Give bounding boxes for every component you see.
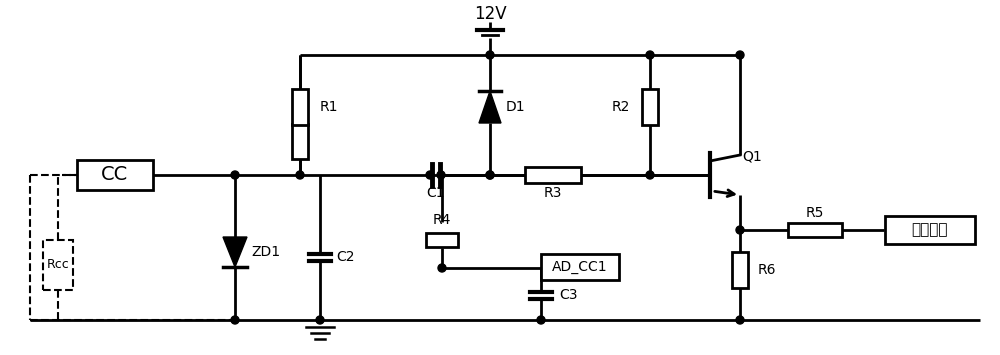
Bar bbox=[732, 252, 748, 288]
Circle shape bbox=[736, 51, 744, 59]
Circle shape bbox=[438, 264, 446, 272]
Circle shape bbox=[231, 316, 239, 324]
Circle shape bbox=[486, 51, 494, 59]
Circle shape bbox=[486, 171, 494, 179]
Text: C3: C3 bbox=[559, 288, 578, 302]
Bar bbox=[788, 223, 842, 237]
Bar bbox=[43, 240, 73, 290]
Text: R2: R2 bbox=[612, 100, 630, 114]
Text: R1: R1 bbox=[320, 100, 338, 114]
Text: D1: D1 bbox=[506, 100, 526, 114]
Bar bbox=[426, 233, 458, 247]
Polygon shape bbox=[479, 91, 501, 123]
Text: 唤醒信号: 唤醒信号 bbox=[912, 223, 948, 237]
Text: 12V: 12V bbox=[474, 5, 506, 23]
Text: C2: C2 bbox=[336, 250, 354, 264]
Text: R3: R3 bbox=[544, 186, 562, 200]
Circle shape bbox=[646, 51, 654, 59]
Text: C1: C1 bbox=[427, 186, 445, 200]
Bar bbox=[541, 254, 619, 280]
Circle shape bbox=[736, 226, 744, 234]
Polygon shape bbox=[223, 237, 247, 267]
Circle shape bbox=[646, 171, 654, 179]
Text: CC: CC bbox=[101, 165, 129, 185]
Circle shape bbox=[231, 171, 239, 179]
Circle shape bbox=[426, 171, 434, 179]
Text: Rcc: Rcc bbox=[47, 258, 69, 272]
Circle shape bbox=[316, 316, 324, 324]
Circle shape bbox=[537, 316, 545, 324]
Bar bbox=[885, 216, 975, 244]
Bar bbox=[525, 167, 581, 183]
Circle shape bbox=[437, 171, 445, 179]
Text: AD_CC1: AD_CC1 bbox=[552, 260, 608, 274]
Text: Q1: Q1 bbox=[742, 150, 762, 164]
Text: ZD1: ZD1 bbox=[251, 245, 280, 259]
Circle shape bbox=[486, 171, 494, 179]
Circle shape bbox=[736, 316, 744, 324]
Bar bbox=[642, 89, 658, 125]
Text: R5: R5 bbox=[806, 206, 824, 220]
Circle shape bbox=[296, 171, 304, 179]
Bar bbox=[292, 124, 308, 158]
Bar bbox=[292, 89, 308, 125]
Bar bbox=[77, 160, 153, 190]
Text: R4: R4 bbox=[433, 213, 451, 227]
Text: R6: R6 bbox=[758, 263, 776, 277]
